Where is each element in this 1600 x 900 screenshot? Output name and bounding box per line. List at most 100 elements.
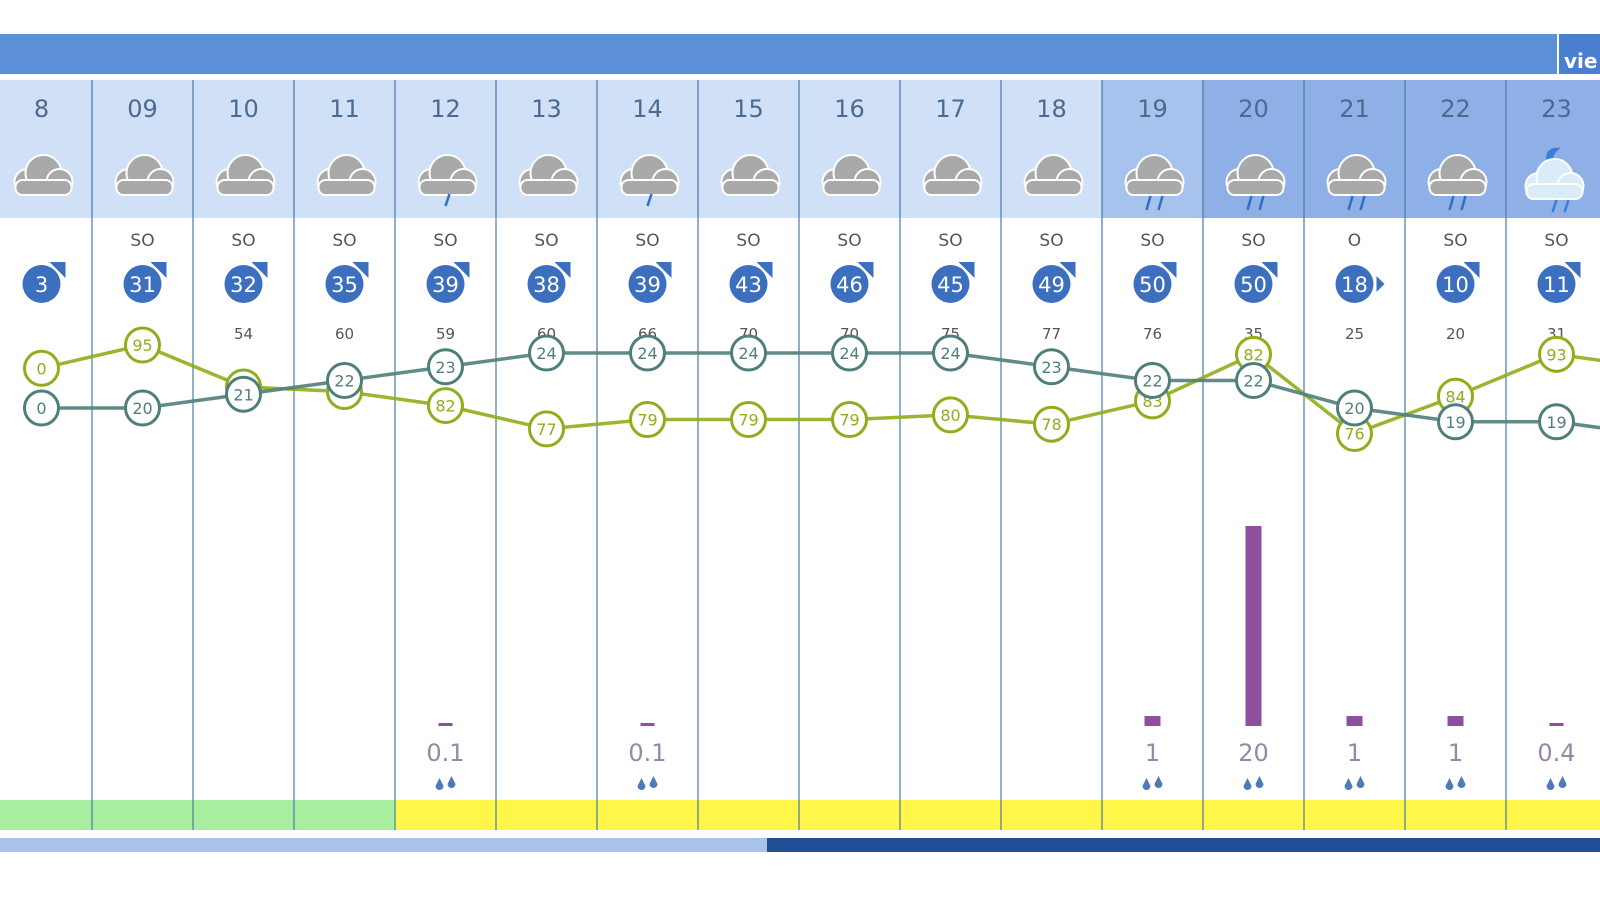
cloud-rain-icon [1427, 154, 1488, 211]
temperature-label: 24 [536, 344, 556, 363]
hour-label: 09 [127, 95, 158, 123]
temperature-label: 22 [1243, 372, 1263, 391]
cloud-icon [215, 154, 276, 196]
wind-arrow [655, 262, 672, 278]
scrollbar-thumb[interactable] [767, 838, 1600, 852]
hour-label: 11 [329, 95, 360, 123]
wind-gust-label: 20 [1446, 325, 1465, 343]
wind-speed-label: 3 [35, 273, 48, 297]
wind-arrow [1564, 262, 1581, 278]
cloud-drizzle-icon [619, 154, 680, 207]
temperature-point [124, 389, 161, 427]
wind-speed-label: 50 [1240, 273, 1267, 297]
raindrops-icon [1243, 776, 1264, 790]
hour-label: 23 [1541, 95, 1572, 123]
day-label: vie [1564, 49, 1597, 73]
rain-drop [1563, 199, 1570, 213]
raindrop [1142, 778, 1151, 790]
precipitation-bar [1346, 716, 1363, 726]
cloud-base [1525, 183, 1584, 200]
risk-cell [698, 800, 799, 830]
raindrop [1344, 778, 1353, 790]
temperature-point [528, 334, 565, 372]
wind-speed-label: 35 [331, 273, 358, 297]
humidity-point [23, 349, 60, 387]
precipitation-label: 1 [1448, 739, 1463, 767]
wind-speed-circle [224, 265, 263, 303]
wind-speed-circle [123, 265, 162, 303]
wind-speed-circle [729, 265, 768, 303]
wind-speed-label: 10 [1442, 273, 1469, 297]
temperature-label: 20 [1344, 399, 1364, 418]
temperature-point [225, 375, 262, 413]
hour-label: 8 [34, 95, 49, 123]
rain-drop [1359, 195, 1366, 211]
precipitation-bar [640, 723, 655, 726]
cloud-base [418, 179, 477, 196]
cloud-base [923, 179, 982, 196]
wind-arrow [554, 262, 571, 278]
night-rain-icon [1524, 147, 1585, 213]
wind-gust-label: 25 [1345, 325, 1364, 343]
wind-speed-label: 39 [432, 273, 459, 297]
wind-direction-label: SO [736, 231, 760, 251]
humidity-point [1538, 335, 1575, 373]
wind-gust-label: 76 [1143, 325, 1162, 343]
temperature-point [1538, 403, 1575, 441]
wind-arrow [857, 262, 874, 278]
hour-label: 17 [935, 95, 966, 123]
hour-label: 18 [1036, 95, 1067, 123]
temperature-label: 24 [738, 344, 758, 363]
wind-speed-label: 38 [533, 273, 560, 297]
cloud-base [822, 179, 881, 196]
raindrop [637, 778, 646, 790]
wind-arrow [453, 262, 470, 278]
humidity-label: 84 [1445, 387, 1465, 406]
wind-speed-circle [1133, 265, 1172, 303]
raindrops-icon [637, 776, 658, 790]
precipitation-label: 1 [1347, 739, 1362, 767]
temperature-label: 21 [233, 385, 253, 404]
wind-speed-circle [830, 265, 869, 303]
wind-direction-label: SO [938, 231, 962, 251]
cloud-icon [1023, 154, 1084, 196]
hour-label: 21 [1339, 95, 1370, 123]
wind-speed-label: 18 [1341, 273, 1368, 297]
cloud-icon [316, 154, 377, 196]
risk-cell [1102, 800, 1203, 830]
wind-speed-label: 50 [1139, 273, 1166, 297]
precipitation-label: 20 [1238, 739, 1269, 767]
precipitation-label: 1 [1145, 739, 1160, 767]
temperature-point [23, 389, 60, 427]
wind-direction-label: SO [534, 231, 558, 251]
wind-direction-label: SO [1544, 231, 1568, 251]
wind-speed-circle [22, 265, 61, 303]
temperature-label: 22 [1142, 372, 1162, 391]
humidity-label: 79 [637, 411, 657, 430]
wind-arrow [1463, 262, 1480, 278]
wind-speed-label: 45 [937, 273, 964, 297]
temperature-label: 23 [1041, 358, 1061, 377]
hour-label: 16 [834, 95, 865, 123]
header-bar [0, 34, 1600, 74]
cloud-base [1327, 179, 1386, 196]
cloud-base [1125, 179, 1184, 196]
humidity-point [932, 396, 969, 434]
wind-speed-circle [1537, 265, 1576, 303]
humidity-label: 79 [839, 411, 859, 430]
cloud-base [14, 179, 73, 196]
risk-cell [395, 800, 496, 830]
wind-speed-circle [527, 265, 566, 303]
risk-cell [193, 800, 294, 830]
wind-speed-circle [1234, 265, 1273, 303]
precipitation-label: 0.1 [426, 739, 464, 767]
rain-drop [1448, 195, 1455, 211]
wind-gust-label: 60 [335, 325, 354, 343]
cloud-base [721, 179, 780, 196]
temperature-label: 24 [839, 344, 859, 363]
rain-drop [444, 193, 451, 207]
wind-speed-circle [1032, 265, 1071, 303]
wind-direction-label: SO [332, 231, 356, 251]
hour-label: 12 [430, 95, 461, 123]
raindrop [447, 776, 456, 788]
